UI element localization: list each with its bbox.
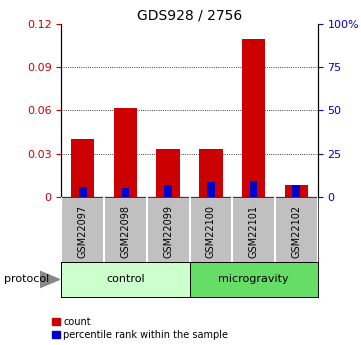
Text: GSM22102: GSM22102 [291, 205, 301, 258]
Polygon shape [40, 271, 60, 288]
Bar [122, 188, 129, 197]
Bar [250, 181, 257, 197]
Text: GSM22100: GSM22100 [206, 205, 216, 257]
Bar [199, 149, 223, 197]
Text: GSM22097: GSM22097 [78, 205, 88, 258]
Text: protocol: protocol [4, 275, 49, 284]
Title: GDS928 / 2756: GDS928 / 2756 [137, 9, 242, 23]
Bar [207, 182, 215, 197]
Bar [284, 185, 308, 197]
Text: microgravity: microgravity [218, 275, 289, 284]
Bar [114, 108, 137, 197]
Bar [242, 39, 265, 197]
Bar [156, 149, 180, 197]
Text: control: control [106, 275, 145, 284]
Text: GSM22098: GSM22098 [121, 205, 130, 257]
Bar [292, 185, 300, 197]
Bar [164, 185, 172, 197]
Bar [71, 139, 95, 197]
Text: GSM22099: GSM22099 [163, 205, 173, 257]
Legend: count, percentile rank within the sample: count, percentile rank within the sample [52, 317, 229, 340]
Bar [79, 187, 87, 197]
Text: GSM22101: GSM22101 [249, 205, 258, 257]
